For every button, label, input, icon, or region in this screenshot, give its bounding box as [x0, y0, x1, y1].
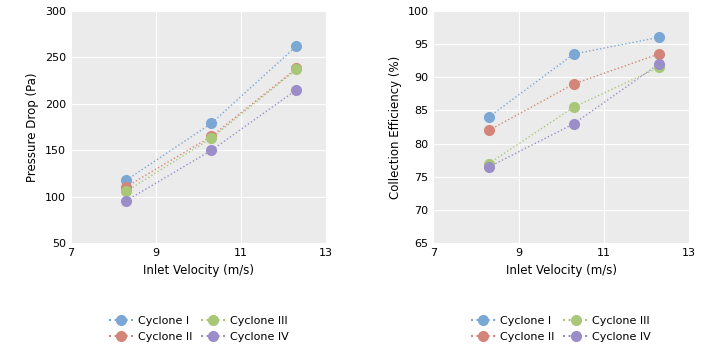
Cyclone IV — [655, 62, 663, 66]
X-axis label: Inlet Velocity (m/s): Inlet Velocity (m/s) — [506, 264, 616, 277]
Cyclone III — [655, 65, 663, 69]
Cyclone III — [484, 161, 493, 166]
Cyclone IV — [207, 148, 216, 153]
X-axis label: Inlet Velocity (m/s): Inlet Velocity (m/s) — [143, 264, 254, 277]
Cyclone I — [293, 44, 301, 48]
Cyclone II — [655, 52, 663, 56]
Cyclone III — [293, 67, 301, 72]
Cyclone IV — [484, 165, 493, 169]
Line: Cyclone I: Cyclone I — [121, 41, 301, 185]
Cyclone II — [207, 134, 216, 139]
Y-axis label: Pressure Drop (Pa): Pressure Drop (Pa) — [26, 72, 40, 182]
Line: Cyclone II: Cyclone II — [484, 49, 664, 135]
Cyclone IV — [122, 198, 131, 203]
Cyclone II — [293, 66, 301, 71]
Y-axis label: Collection Efficiency (%): Collection Efficiency (%) — [389, 55, 402, 199]
Line: Cyclone III: Cyclone III — [484, 62, 664, 169]
Legend: Cyclone I, Cyclone II, Cyclone III, Cyclone IV: Cyclone I, Cyclone II, Cyclone III, Cycl… — [106, 314, 290, 344]
Line: Cyclone II: Cyclone II — [121, 64, 301, 192]
Line: Cyclone I: Cyclone I — [484, 33, 664, 122]
Cyclone III — [207, 136, 216, 140]
Cyclone I — [484, 115, 493, 119]
Line: Cyclone IV: Cyclone IV — [121, 85, 301, 205]
Cyclone IV — [293, 88, 301, 92]
Cyclone I — [569, 52, 578, 56]
Cyclone IV — [569, 122, 578, 126]
Cyclone I — [655, 35, 663, 39]
Cyclone III — [569, 105, 578, 109]
Legend: Cyclone I, Cyclone II, Cyclone III, Cyclone IV: Cyclone I, Cyclone II, Cyclone III, Cycl… — [469, 314, 653, 344]
Line: Cyclone III: Cyclone III — [121, 64, 301, 196]
Cyclone II — [484, 128, 493, 132]
Cyclone II — [569, 82, 578, 86]
Cyclone III — [122, 189, 131, 193]
Cyclone II — [122, 184, 131, 189]
Cyclone I — [122, 178, 131, 182]
Line: Cyclone IV: Cyclone IV — [484, 59, 664, 172]
Cyclone I — [207, 121, 216, 126]
